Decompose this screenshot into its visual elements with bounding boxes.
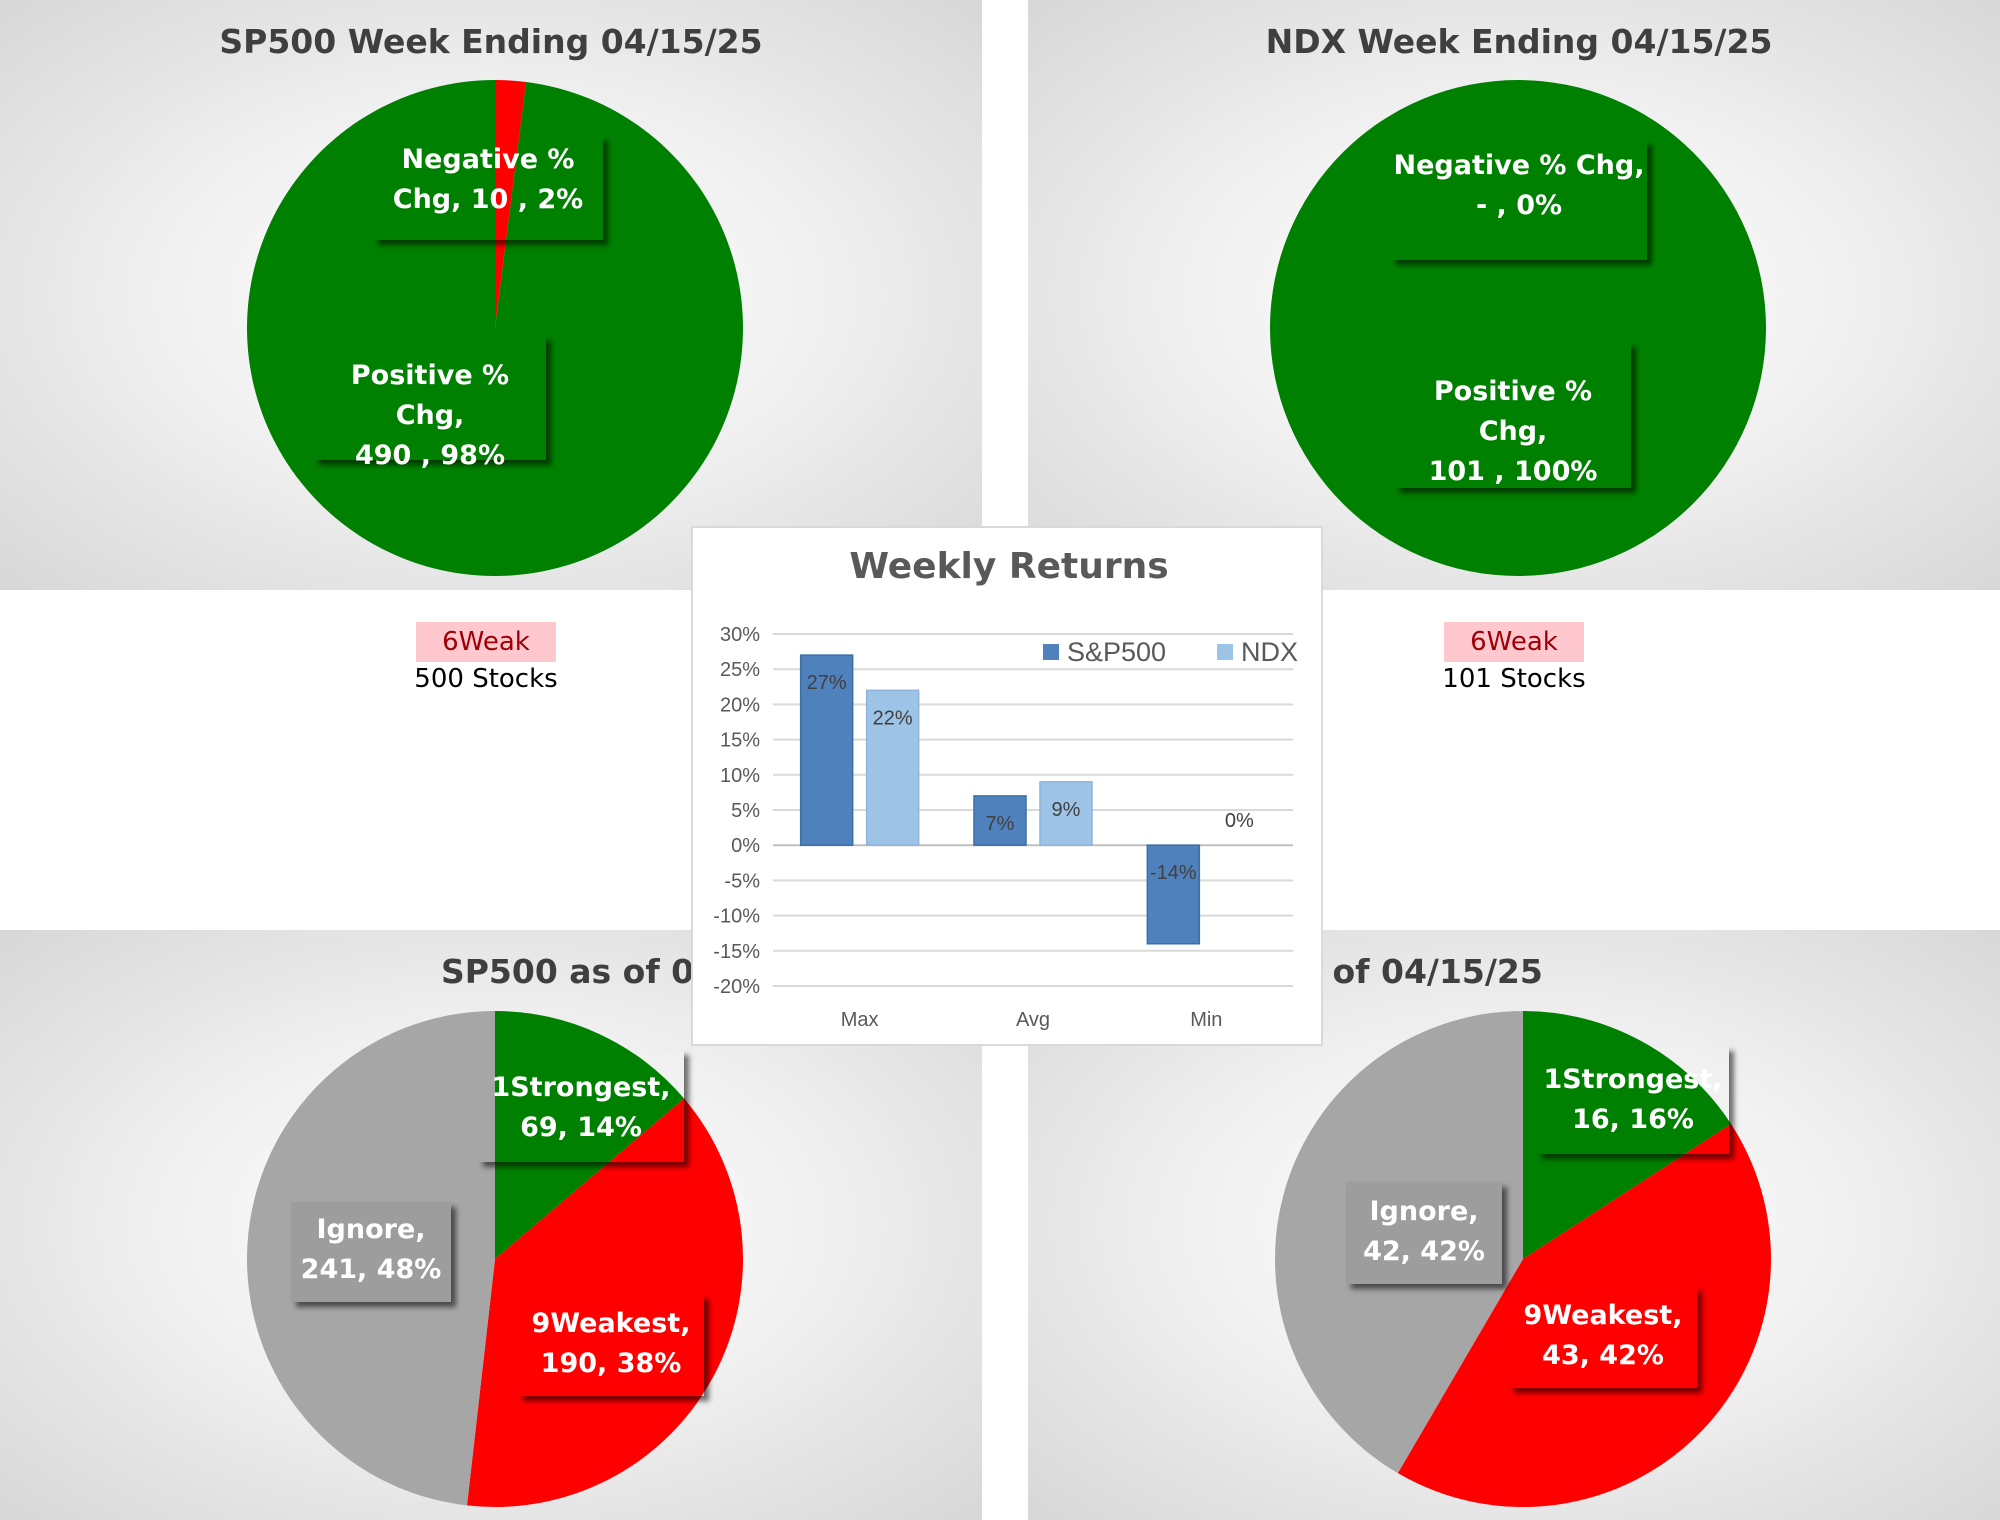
sp500-asof-pie: [247, 1011, 743, 1507]
slice-negative-chg: [495, 80, 527, 328]
legend-swatch-ndx: [1217, 644, 1233, 660]
slice-1strongest: [495, 1011, 685, 1259]
label-negative-line1: Negative %: [401, 144, 575, 175]
bar-ndx-avg: [1039, 781, 1093, 846]
y-tick-label: 20%: [720, 694, 760, 716]
label-strongest-line1: 1Strongest,: [1543, 1064, 1723, 1095]
sp500-stock-count: 500 Stocks: [414, 664, 558, 694]
data-label: -14%: [1150, 862, 1197, 884]
sp500-week-pie: [247, 80, 744, 576]
x-tick-label: Min: [1190, 1009, 1222, 1031]
label-negative: Negative % Chg, - , 0%: [1391, 140, 1647, 260]
ndx-week-pie-panel: NDX Week Ending 04/15/25 Negative % Chg,…: [1028, 0, 2000, 590]
label-positive-line1: Positive % Chg,: [1433, 376, 1593, 447]
legend-label-ndx: NDX: [1241, 637, 1298, 667]
slice-9weakest: [467, 1098, 743, 1507]
label-ignore-line1: Ignore,: [1369, 1196, 1479, 1227]
sp500-weak-badge: 6Weak: [416, 622, 556, 662]
label-ignore: Ignore, 241, 48%: [291, 1202, 451, 1302]
y-tick-label: 5%: [731, 800, 760, 822]
data-label: 7%: [986, 813, 1015, 835]
chart-title: Weekly Returns: [849, 546, 1168, 587]
y-tick-label: 0%: [731, 835, 760, 857]
legend-label-s-p500: S&P500: [1067, 637, 1166, 667]
label-negative-line2: Chg, 10 , 2%: [392, 184, 584, 215]
label-positive-line2: 490 , 98%: [354, 440, 506, 471]
bar-s-p500-min: [1146, 844, 1201, 945]
label-weakest-line2: 43, 42%: [1542, 1340, 1664, 1371]
label-weakest-line1: 9Weakest,: [531, 1308, 691, 1339]
weekly-returns-svg: Weekly Returns 30% 25% 20% 15% 10% 5% 0% -5% -10%…: [713, 546, 1298, 1031]
label-positive-line2: 101 , 100%: [1428, 456, 1598, 487]
ndx-week-title: NDX Week Ending 04/15/25: [1265, 22, 1773, 61]
label-strongest-line2: 16, 16%: [1572, 1104, 1694, 1135]
ndx-week-pie: [1270, 80, 1766, 576]
label-ignore-line2: 241, 48%: [300, 1254, 442, 1285]
y-tick-label: 30%: [720, 624, 760, 646]
label-positive: Positive % Chg, 101 , 100%: [1395, 342, 1631, 488]
bar-s-p500-avg: [973, 795, 1027, 846]
y-tick-label: 15%: [720, 730, 760, 752]
ndx-weak-badge: 6Weak: [1444, 622, 1584, 662]
label-negative-line2: - , 0%: [1475, 190, 1563, 221]
label-strongest-line1: 1Strongest,: [491, 1072, 671, 1103]
ndx-stock-count: 101 Stocks: [1442, 664, 1586, 694]
label-positive-line1: Positive % Chg,: [350, 360, 510, 431]
label-strongest: 1Strongest, 16, 16%: [1537, 1046, 1729, 1154]
label-positive: Positive % Chg, 490 , 98%: [314, 336, 546, 471]
label-ignore: Ignore, 42, 42%: [1346, 1182, 1502, 1284]
label-ignore-line2: 42, 42%: [1363, 1236, 1485, 1267]
sp500-week-title: SP500 Week Ending 04/15/25: [219, 22, 763, 61]
bar-s-p500-max: [799, 654, 854, 846]
label-strongest-line2: 69, 14%: [520, 1112, 642, 1143]
slice-ignore: [247, 1011, 495, 1506]
label-weakest: 9Weakest, 43, 42%: [1509, 1286, 1697, 1388]
label-strongest: 1Strongest, 69, 14%: [478, 1050, 684, 1162]
x-tick-label: Max: [841, 1009, 879, 1031]
legend-swatch-s-p500: [1043, 644, 1059, 660]
y-tick-label: -20%: [713, 976, 760, 998]
ndx-asof-pie: [1275, 1011, 1771, 1507]
data-label: 0%: [1225, 810, 1254, 832]
x-tick-label: Avg: [1016, 1009, 1050, 1031]
slice-9weakest: [1397, 1124, 1771, 1507]
label-weakest: 9Weakest, 190, 38%: [518, 1294, 704, 1396]
y-tick-label: 10%: [720, 765, 760, 787]
data-label: 22%: [873, 707, 913, 729]
y-tick-label: -15%: [713, 941, 760, 963]
data-label: 27%: [807, 672, 847, 694]
label-weakest-line1: 9Weakest,: [1523, 1300, 1683, 1331]
weekly-returns-chart: Weekly Returns 30% 25% 20% 15% 10% 5% 0% -5% -10%…: [691, 526, 1323, 1046]
label-weakest-line2: 190, 38%: [540, 1348, 682, 1379]
label-negative-line1: Negative % Chg,: [1393, 150, 1645, 181]
y-tick-label: -10%: [713, 906, 760, 928]
bar-ndx-max: [865, 689, 920, 846]
label-negative: Negative % Chg, 10 , 2%: [373, 136, 603, 240]
label-ignore-line1: Ignore,: [316, 1214, 426, 1245]
slice-1strongest: [1523, 1011, 1732, 1259]
slice-positive-chg: [1270, 80, 1766, 576]
slice-positive-chg: [247, 80, 744, 576]
sp500-week-pie-panel: SP500 Week Ending 04/15/25 Negative % Ch…: [0, 0, 982, 590]
y-tick-label: 25%: [720, 659, 760, 681]
y-tick-label: -5%: [724, 870, 760, 892]
data-label: 9%: [1052, 799, 1081, 821]
slice-ignore: [1275, 1011, 1523, 1474]
